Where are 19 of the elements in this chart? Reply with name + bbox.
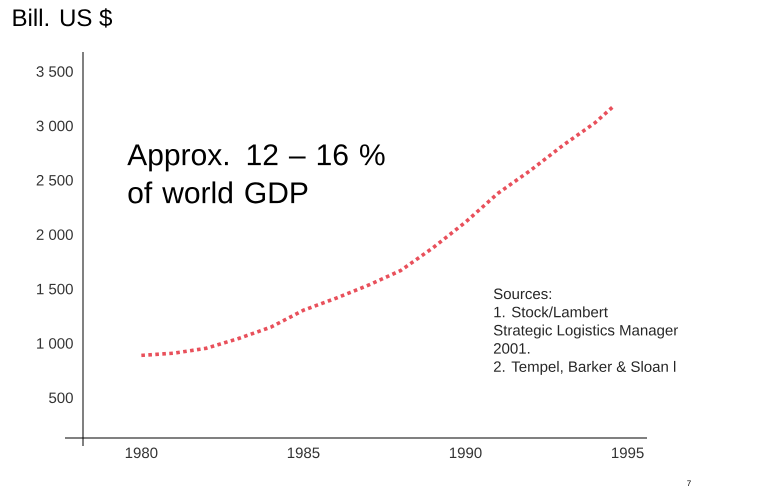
x-tick-label: 1985: [288, 448, 320, 458]
annotation: 2001.: [494, 343, 530, 354]
annotation: Approx. 12 – 16 % of world GDP: [127, 144, 385, 204]
annotation: 2. Tempel, Barker & Sloan l: [494, 360, 676, 375]
y-tick-label: 3 500: [36, 66, 73, 77]
y-axis-title: Bill. US $: [13, 8, 112, 28]
y-tick-label: 1 500: [37, 284, 73, 294]
y-tick-label: 2 000: [36, 229, 73, 240]
x-tick-label: 1990: [450, 448, 482, 458]
x-tick-label: 1980: [126, 448, 158, 458]
y-tick-label: 1 000: [37, 338, 73, 349]
y-tick-label: 2 500: [36, 174, 73, 186]
y-tick-label: 500: [49, 392, 73, 404]
y-tick-label: 3 000: [36, 120, 73, 132]
annotation: Strategic Logistics Manager: [494, 324, 678, 339]
x-tick-label: 1995: [612, 448, 644, 458]
text: 7: [687, 480, 691, 486]
annotation: 1. Stock/Lambert: [494, 306, 608, 318]
annotation: Sources:: [494, 288, 552, 300]
